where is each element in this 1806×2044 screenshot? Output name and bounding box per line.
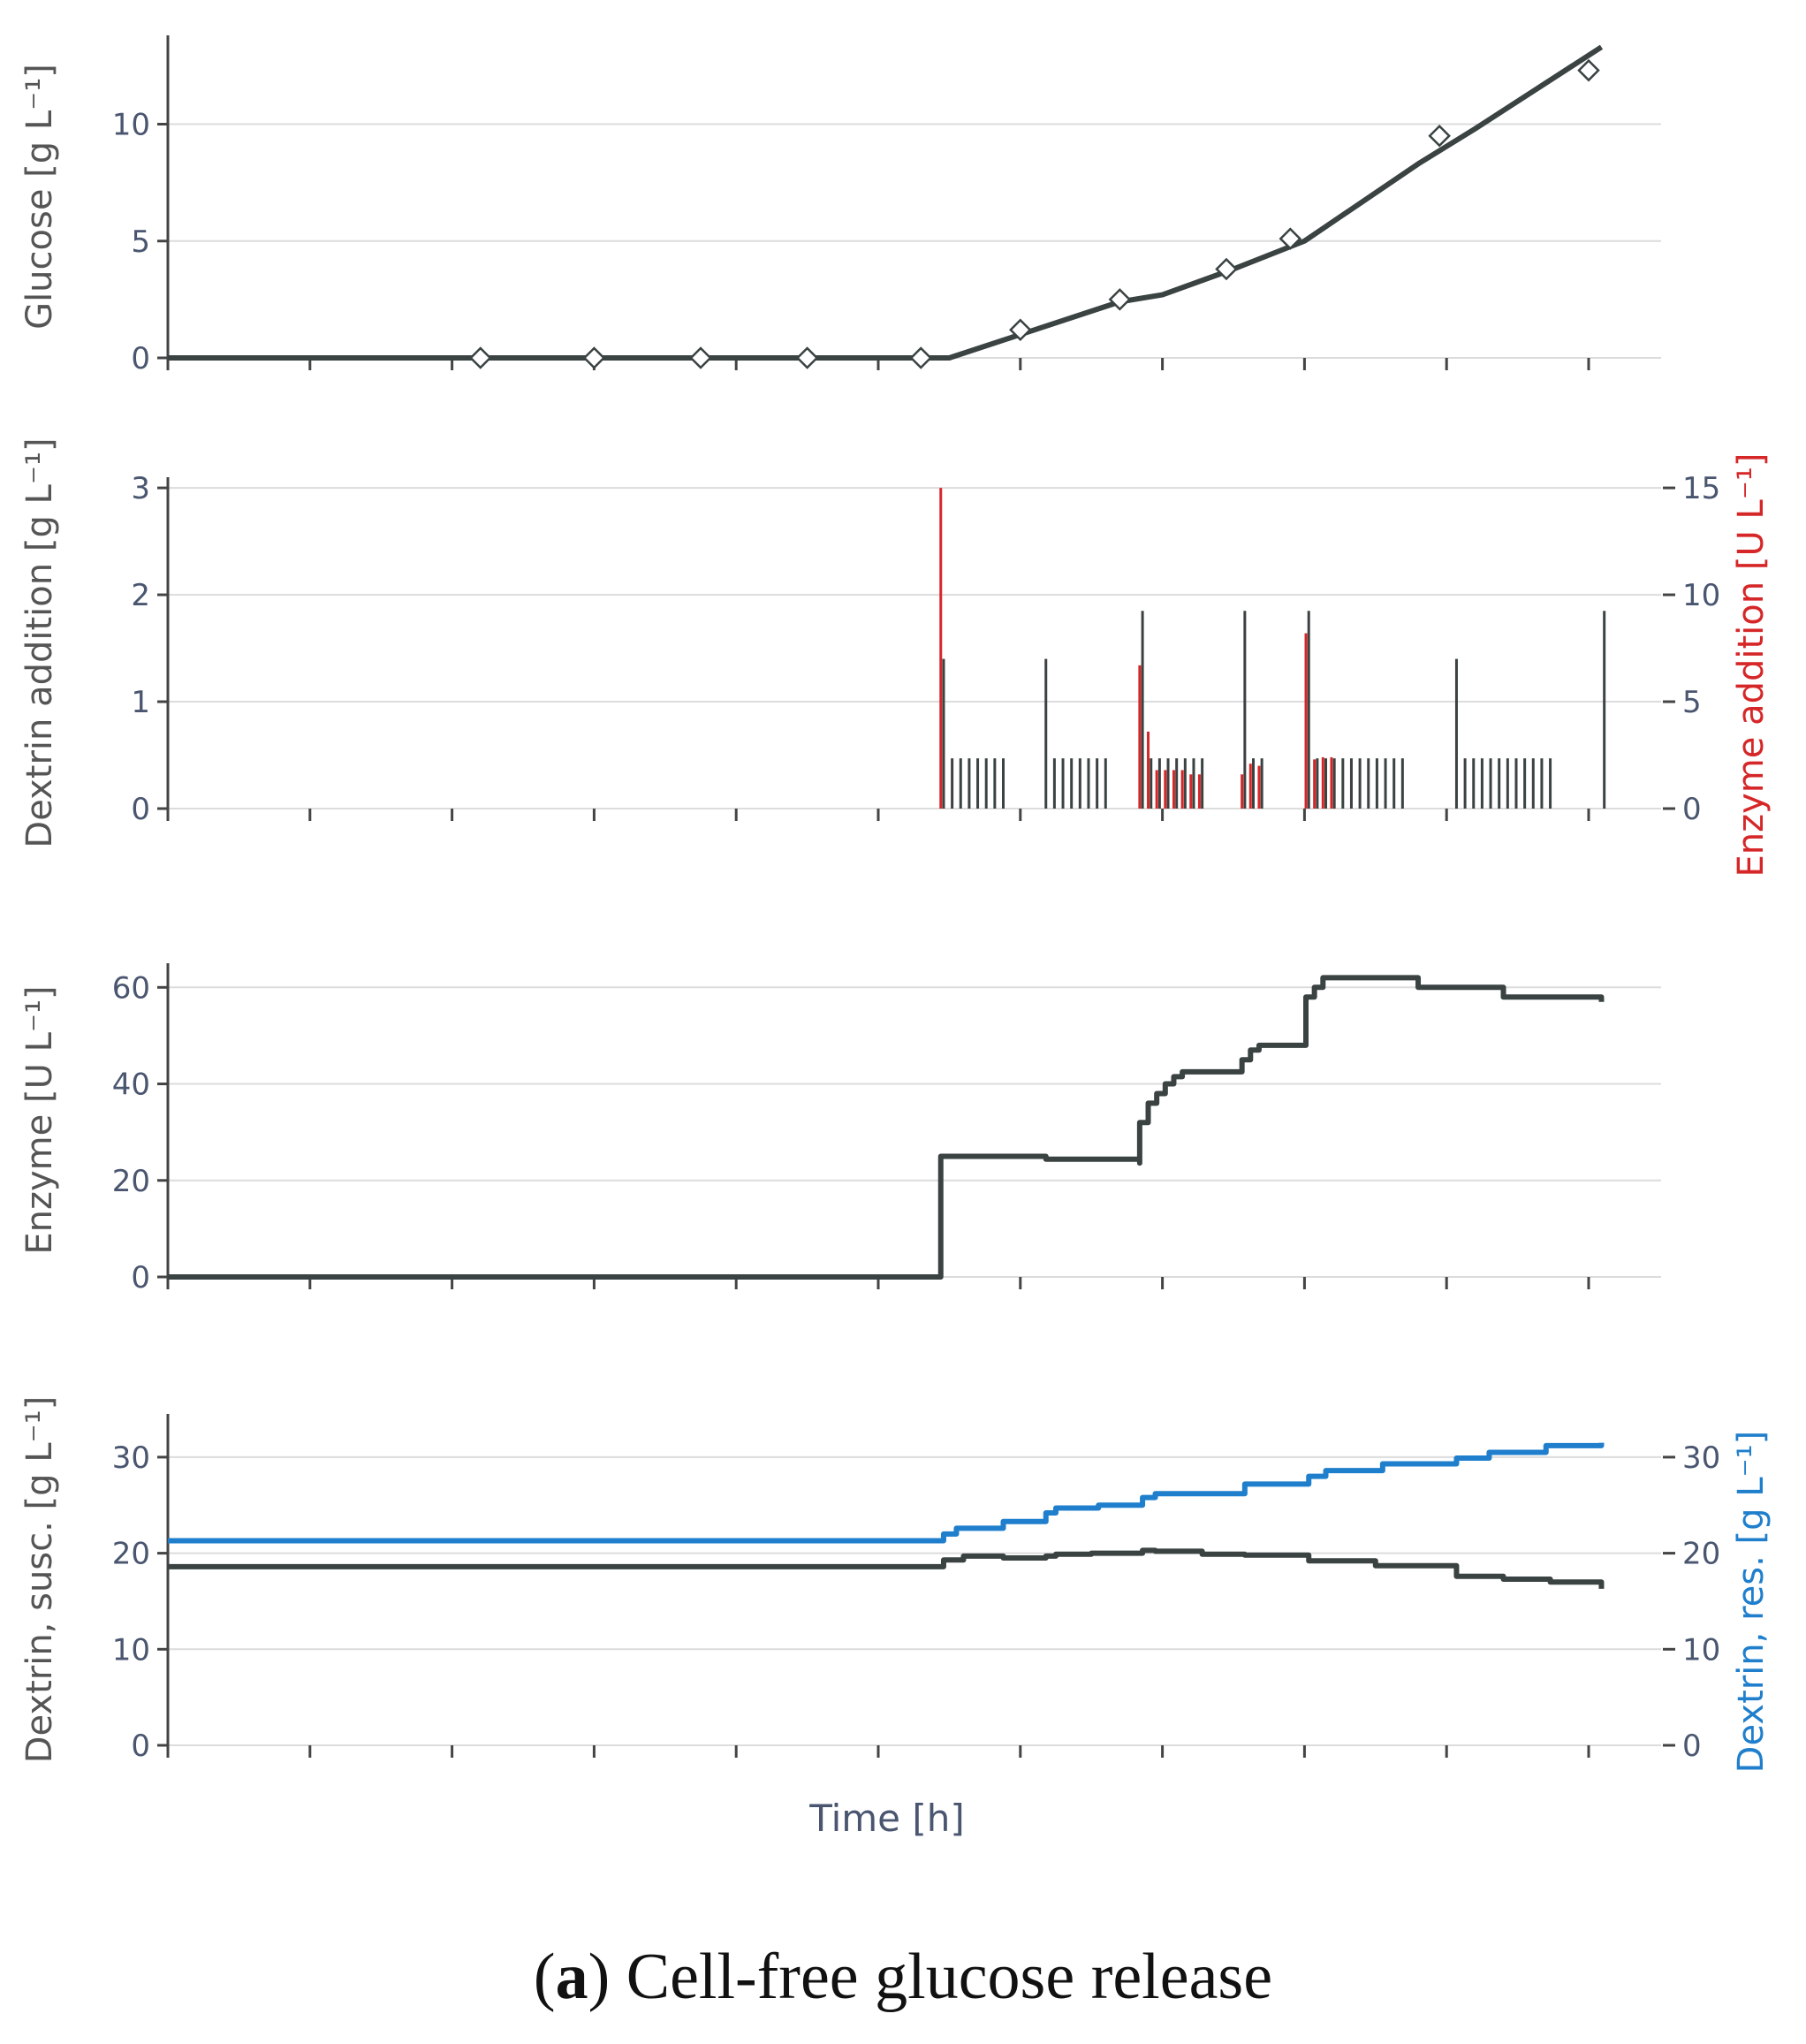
y2-axis-label: Dextrin, res. [g L⁻¹] [1731, 1431, 1772, 1774]
y-tick-label: 10 [112, 1632, 150, 1668]
y-tick-label: 40 [112, 1068, 150, 1103]
y2-tick-label: 0 [1682, 1729, 1702, 1764]
caption-text: ) Cell-free glucose release [588, 1941, 1273, 2013]
y2-tick-label: 10 [1682, 578, 1720, 613]
series-line-glucose-model [168, 44, 1604, 361]
y2-tick-label: 10 [1682, 1632, 1720, 1668]
x-axis-label: Time [h] [808, 1797, 965, 1840]
series-line-dextrin-susc- [168, 1547, 1605, 1589]
y2-tick-label: 30 [1682, 1440, 1720, 1476]
glucose-marker [1577, 58, 1600, 82]
y-tick-label: 10 [112, 108, 150, 143]
glucose-marker [795, 346, 819, 369]
glucose-marker [1009, 318, 1032, 342]
y-tick-label: 5 [131, 224, 150, 260]
y-axis-label: Glucose [g L⁻¹] [19, 64, 60, 330]
glucose-marker [468, 346, 492, 369]
glucose-marker [1215, 257, 1238, 281]
panel-additions: 0 1 2 3 0 5 10 15 Dextrin addition [g L⁻¹] Enzyme… [19, 437, 1772, 877]
glucose-marker [909, 346, 933, 369]
y-tick-label: 0 [131, 341, 150, 376]
y2-tick-label: 20 [1682, 1537, 1720, 1572]
y2-tick-label: 5 [1682, 685, 1702, 720]
figure-caption: (a) Cell-free glucose release [0, 1940, 1806, 2015]
panel-glucose: 0 5 10 Glucose [g L⁻¹] [19, 35, 1661, 376]
y-tick-label: 0 [131, 1729, 150, 1764]
y-axis-label: Dextrin addition [g L⁻¹] [19, 437, 60, 847]
y-axis-label: Dextrin, susc. [g L⁻¹] [19, 1396, 60, 1764]
glucose-marker [1279, 227, 1302, 250]
y-tick-label: 0 [131, 1260, 150, 1296]
glucose-marker [689, 346, 712, 369]
panel-enzyme: 0 20 40 60 Enzyme [U L⁻¹] [19, 963, 1661, 1296]
caption-open: ( [533, 1941, 556, 2013]
y2-axis-label: Enzyme addition [U L⁻¹] [1731, 453, 1772, 878]
y2-tick-label: 0 [1682, 792, 1702, 827]
y-tick-label: 30 [112, 1440, 150, 1476]
y-tick-label: 60 [112, 970, 150, 1006]
caption-letter: a [555, 1941, 588, 2013]
y-tick-label: 0 [131, 792, 150, 827]
glucose-marker [582, 346, 606, 369]
y-tick-label: 20 [112, 1164, 150, 1199]
y-tick-label: 1 [131, 685, 150, 720]
series-line-dextrin-res- [168, 1442, 1605, 1544]
y2-tick-label: 15 [1682, 471, 1720, 506]
y-axis-label: Enzyme [U L⁻¹] [19, 985, 60, 1254]
y-tick-label: 20 [112, 1537, 150, 1572]
glucose-marker [1108, 288, 1132, 311]
series-line-enzyme [168, 975, 1605, 1280]
y-tick-label: 3 [131, 471, 150, 506]
y-tick-label: 2 [131, 578, 150, 613]
glucose-marker [1428, 124, 1451, 148]
panel-dextrin: 0 10 20 30 0 10 20 30 Dextrin, susc. [g L⁻¹] Dext… [19, 1396, 1772, 1774]
